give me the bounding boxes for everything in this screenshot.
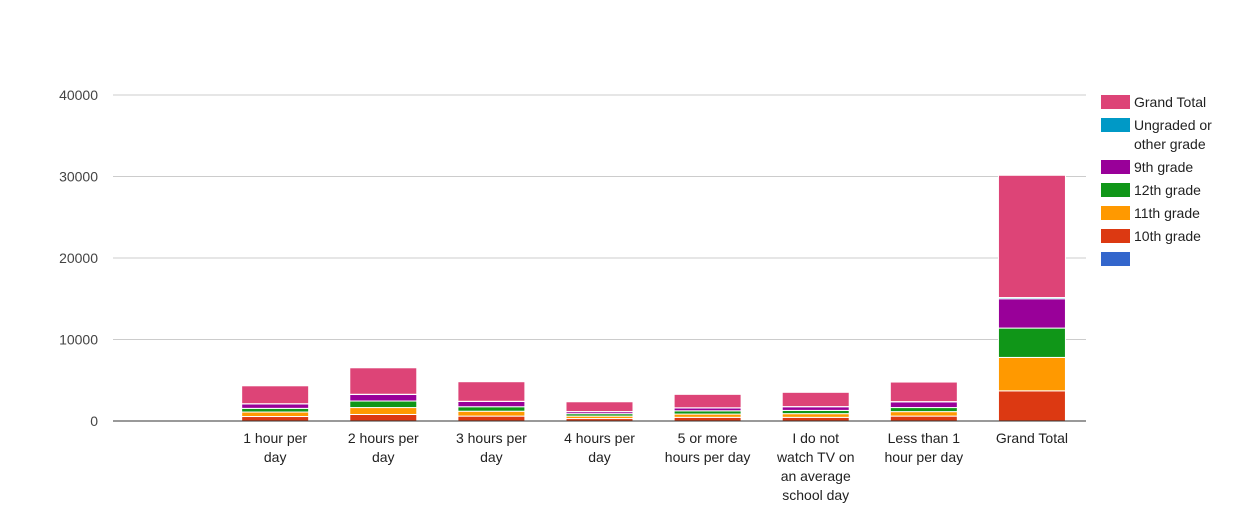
legend-swatch	[1101, 95, 1130, 109]
axes: 0 10000 20000 30000 40000 1 hour per day 2 hour…	[59, 87, 1086, 503]
y-tick-label: 40000	[59, 87, 98, 103]
bar-segment-11th-grade-3-hours-per-day[interactable]	[457, 410, 526, 417]
legend-label: 9th grade	[1134, 159, 1193, 175]
x-tick-label: 2 hours per day	[348, 430, 419, 465]
bar-segment-9th-grade-grand-total[interactable]	[997, 298, 1066, 329]
bar-segment-9th-grade-i-do-not-watch-tv-on-an-average-school-day[interactable]	[781, 406, 850, 411]
legend-item-9th-grade[interactable]: 9th grade	[1101, 159, 1193, 175]
bar-segment-11th-grade-2-hours-per-day[interactable]	[349, 407, 418, 415]
bar-segment-10th-grade-less-than-1-hour-per-day[interactable]	[889, 415, 958, 422]
bar-segment-grand-total-grand-total[interactable]	[997, 174, 1066, 299]
bar-segment-grand-total-less-than-1-hour-per-day[interactable]	[889, 381, 958, 403]
bar-segment-9th-grade-1-hour-per-day[interactable]	[241, 403, 310, 409]
bar-segment-grand-total-5-or-more-hours-per-day[interactable]	[673, 393, 742, 409]
bar-segment-10th-grade-grand-total[interactable]	[997, 390, 1066, 422]
legend-swatch	[1101, 229, 1130, 243]
legend-label: 10th grade	[1134, 228, 1201, 244]
bar-segment-grand-total-2-hours-per-day[interactable]	[349, 367, 418, 395]
bar-segment-grand-total-3-hours-per-day[interactable]	[457, 381, 526, 402]
bar-segment-grand-total-4-hours-per-day[interactable]	[565, 401, 634, 413]
bar-segment-9th-grade-2-hours-per-day[interactable]	[349, 394, 418, 402]
x-tick-label: 5 or more hours per day	[665, 430, 751, 465]
legend-label: 11th grade	[1134, 205, 1200, 221]
bar-segment-12th-grade-2-hours-per-day[interactable]	[349, 400, 418, 409]
x-tick-label: 4 hours per day	[564, 430, 635, 465]
bar-segment-grand-total-1-hour-per-day[interactable]	[241, 385, 310, 405]
bar-segment-11th-grade-i-do-not-watch-tv-on-an-average-school-day[interactable]	[781, 413, 850, 418]
x-tick-label: Less than 1 hour per day	[885, 430, 964, 465]
bar-segment-10th-grade-i-do-not-watch-tv-on-an-average-school-day[interactable]	[781, 416, 850, 422]
legend-item-10th-grade[interactable]: 10th grade	[1101, 228, 1201, 244]
legend-item-grand-total[interactable]: Grand Total	[1101, 94, 1206, 110]
legend-swatch	[1101, 160, 1130, 174]
legend-label: Grand Total	[1134, 94, 1206, 110]
y-tick-label: 0	[90, 413, 98, 429]
bar-segment-11th-grade-1-hour-per-day[interactable]	[241, 411, 310, 418]
bar-segment-10th-grade-1-hour-per-day[interactable]	[241, 416, 310, 422]
bar-segment-12th-grade-grand-total[interactable]	[997, 327, 1066, 358]
bar-segment-11th-grade-less-than-1-hour-per-day[interactable]	[889, 411, 958, 417]
legend-label: Ungraded or other grade	[1134, 117, 1212, 152]
bar-segment-12th-grade-3-hours-per-day[interactable]	[457, 406, 526, 412]
legend-item-ungraded-or-other-grade[interactable]: Ungraded or other grade	[1101, 117, 1212, 152]
bar-segment-12th-grade-1-hour-per-day[interactable]	[241, 407, 310, 413]
bar-segment-9th-grade-less-than-1-hour-per-day[interactable]	[889, 401, 958, 409]
x-tick-label: I do not watch TV on an average school day	[776, 430, 855, 503]
legend-item-12th-grade[interactable]: 12th grade	[1101, 182, 1201, 198]
legend-label: 12th grade	[1134, 182, 1201, 198]
y-tick-label: 20000	[59, 250, 98, 266]
legend-swatch	[1101, 183, 1130, 197]
gridlines	[113, 94, 1086, 340]
legend-swatch	[1101, 118, 1130, 132]
y-tick-label: 10000	[59, 332, 98, 348]
bar-segment-11th-grade-grand-total[interactable]	[997, 356, 1066, 392]
legend: Grand Total Ungraded or other grade 9th gra…	[1101, 94, 1212, 266]
bars	[241, 174, 1066, 422]
legend-item-11th-grade[interactable]: 11th grade	[1101, 205, 1200, 221]
bar-segment-9th-grade-3-hours-per-day[interactable]	[457, 400, 526, 408]
bar-segment-10th-grade-2-hours-per-day[interactable]	[349, 413, 418, 422]
bar-segment-12th-grade-less-than-1-hour-per-day[interactable]	[889, 407, 958, 413]
x-tick-label: 3 hours per day	[456, 430, 527, 465]
legend-swatch	[1101, 206, 1130, 220]
x-tick-label: 1 hour per day	[243, 430, 307, 465]
bar-segment-10th-grade-3-hours-per-day[interactable]	[457, 415, 526, 422]
legend-item-unnamed[interactable]	[1101, 252, 1130, 266]
y-tick-label: 30000	[59, 169, 98, 185]
bar-segment-10th-grade-5-or-more-hours-per-day[interactable]	[673, 416, 742, 422]
legend-swatch	[1101, 252, 1130, 266]
bar-segment-grand-total-i-do-not-watch-tv-on-an-average-school-day[interactable]	[781, 391, 850, 408]
x-tick-label: Grand Total	[996, 430, 1068, 446]
